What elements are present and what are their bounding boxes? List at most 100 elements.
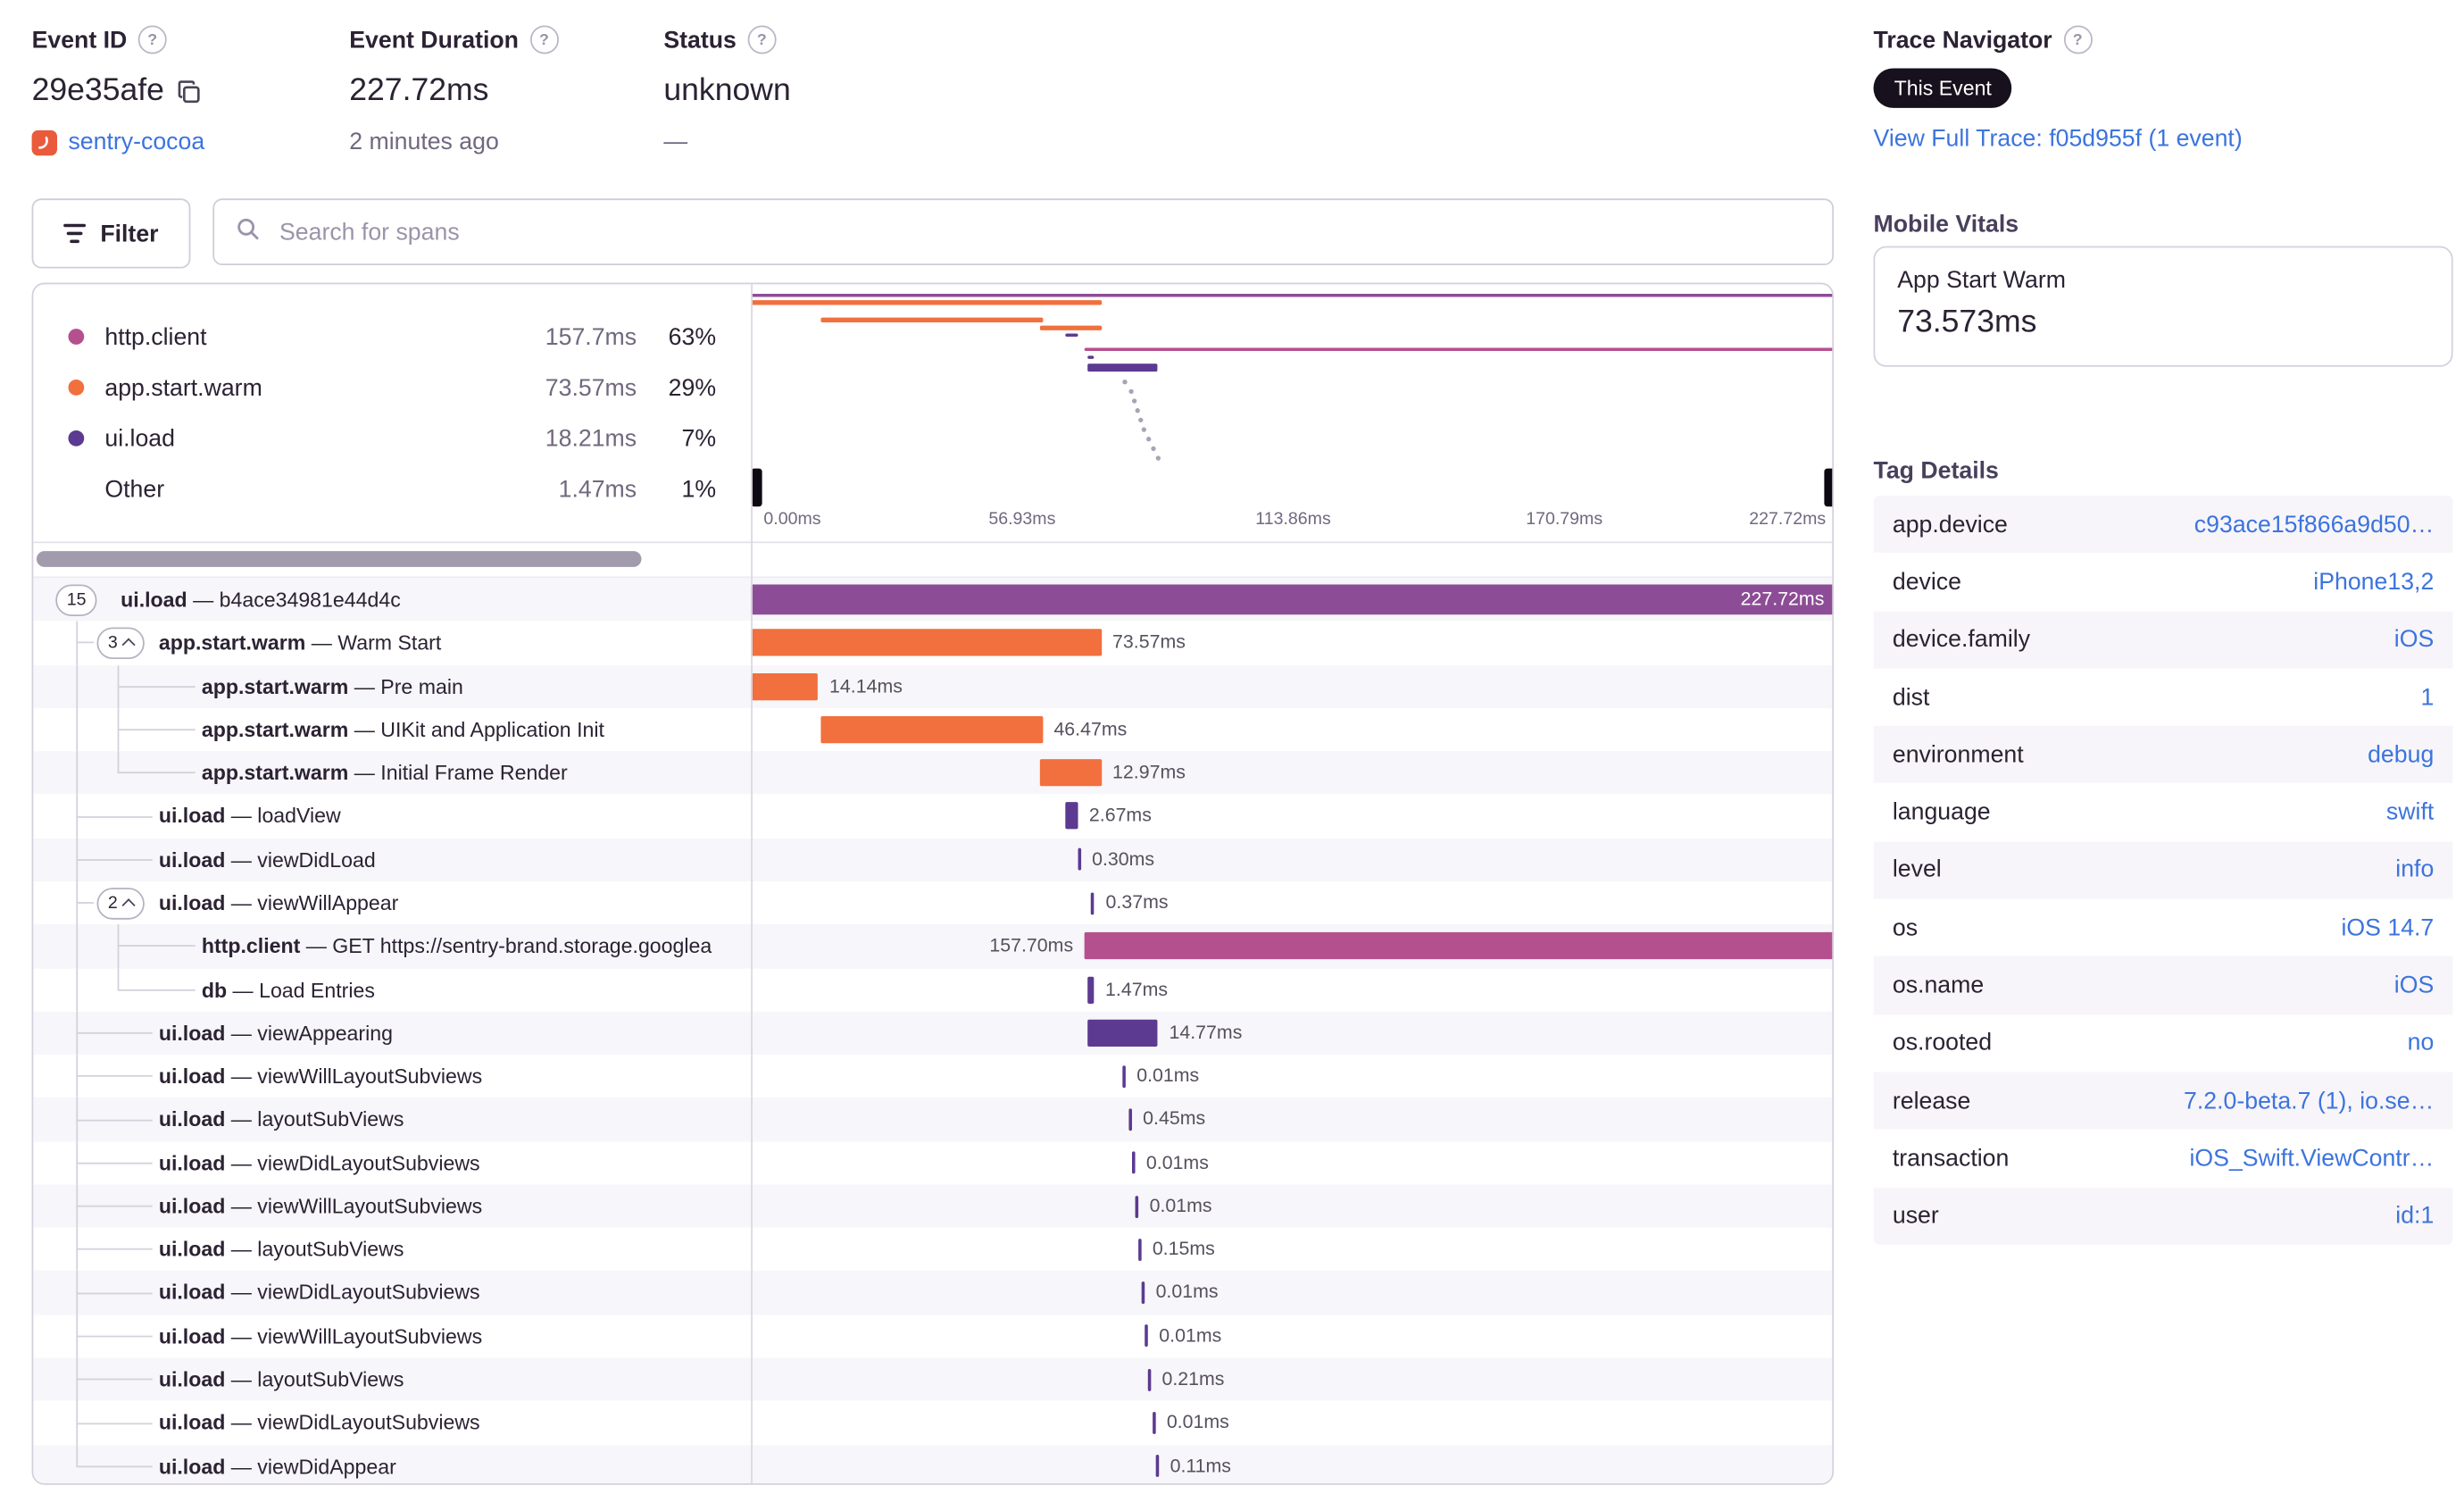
span-row[interactable]: http.client — GET https://sentry-brand.s… [33,924,1833,968]
span-row[interactable]: ui.load — loadView 2.67ms [33,794,1832,839]
tag-value-link[interactable]: 1 [2420,683,2435,711]
span-bar-cell: 0.15ms [751,1228,1832,1271]
legend-pct: 1% [681,475,717,503]
tag-value-link[interactable]: debug [2368,741,2435,769]
span-row[interactable]: db — Load Entries 1.47ms [33,967,1832,1012]
tree-guide [76,707,79,752]
span-bar[interactable] [1137,1238,1142,1261]
tag-value-link[interactable]: no [2407,1029,2435,1057]
legend-pct: 63% [668,322,717,351]
span-row[interactable]: app.start.warm — UIKit and Application I… [33,707,1832,752]
span-row[interactable]: 2 ui.load — viewWillAppear 0.37ms [33,881,1832,925]
span-label: ui.load — viewDidLoad [158,847,376,872]
span-bar[interactable] [1145,1324,1148,1348]
span-row[interactable]: ui.load — viewDidLoad 0.30ms [33,838,1833,881]
legend-dot [68,380,85,396]
help-icon[interactable]: ? [747,25,777,54]
span-row[interactable]: ui.load — layoutSubViews 0.21ms [33,1357,1833,1402]
span-name-cell: db — Load Entries [33,967,751,1012]
span-label: db — Load Entries [201,977,375,1002]
minimap-dot [1151,446,1156,452]
span-count-badge[interactable]: 15 [55,584,97,617]
span-row[interactable]: ui.load — viewWillLayoutSubviews 0.01ms [33,1054,1832,1098]
tag-value-link[interactable]: iOS_Swift.ViewContr… [2189,1145,2435,1173]
span-row[interactable]: ui.load — layoutSubViews 0.15ms [33,1228,1832,1272]
span-bar[interactable] [1135,1195,1139,1218]
project-link[interactable]: sentry-cocoa [68,129,205,156]
span-row[interactable]: 15 ui.load — b4ace34981e44d4c 227.72ms [33,578,1833,622]
event-id-block: Event ID ? 29e35afe sentry-cocoa [31,25,205,156]
help-icon[interactable]: ? [137,25,167,54]
filter-button[interactable]: Filter [31,198,191,269]
axis-label: 56.93ms [988,509,1056,530]
span-row[interactable]: ui.load — viewDidAppear 0.11ms [33,1444,1833,1484]
span-bar[interactable] [1086,975,1095,1004]
help-icon[interactable]: ? [2063,25,2093,54]
legend-duration: 1.47ms [558,475,637,503]
span-name-cell: 3 app.start.warm — Warm Start [33,621,751,665]
span-bar-cell: 0.30ms [751,838,1832,881]
tag-value-link[interactable]: iOS 14.7 [2341,914,2435,942]
scrollbar-thumb[interactable] [36,551,642,567]
span-duration-label: 46.47ms [1053,717,1128,740]
span-label: app.start.warm — Initial Frame Render [201,761,568,785]
tag-value-link[interactable]: iOS [2393,626,2435,654]
tag-value-link[interactable]: iPhone13,2 [2313,568,2435,596]
legend-op: ui.load [104,424,175,452]
span-bar[interactable] [821,715,1043,743]
span-row[interactable]: ui.load — viewWillLayoutSubviews 0.01ms [33,1315,1832,1358]
minimap-canvas[interactable]: 0.00ms 56.93ms 113.86ms 170.79ms 227.72ms [751,284,1833,541]
span-bar[interactable] [1152,1411,1156,1434]
span-row[interactable]: ui.load — viewWillLayoutSubviews 0.01ms [33,1184,1833,1229]
minimap-axis: 0.00ms 56.93ms 113.86ms 170.79ms 227.72ms [751,506,1832,535]
help-icon[interactable]: ? [529,25,559,54]
span-row[interactable]: 3 app.start.warm — Warm Start 73.57ms [33,621,1832,665]
horizontal-scrollbar[interactable] [33,541,1833,579]
span-row[interactable]: app.start.warm — Pre main 14.14ms [33,664,1833,708]
tag-value-link[interactable]: 7.2.0-beta.7 (1), io.se… [2184,1087,2435,1114]
span-bar[interactable] [751,584,1833,615]
span-bar[interactable] [1141,1281,1145,1305]
span-bar[interactable] [1131,1151,1136,1174]
span-row[interactable]: ui.load — viewDidLayoutSubviews 0.01ms [33,1271,1833,1315]
span-row[interactable]: ui.load — viewDidLayoutSubviews 0.01ms [33,1141,1832,1185]
span-row[interactable]: ui.load — viewAppearing 14.77ms [33,1011,1833,1055]
column-divider[interactable] [751,284,753,1484]
span-row[interactable]: ui.load — layoutSubViews 0.45ms [33,1098,1833,1142]
span-count-badge[interactable]: 3 [96,627,146,660]
span-name-cell: ui.load — viewWillLayoutSubviews [33,1184,751,1229]
tag-value-link[interactable]: c93ace15f866a9d50… [2193,511,2435,538]
this-event-pill[interactable]: This Event [1873,68,2012,108]
span-bar[interactable] [1065,802,1078,830]
tag-value-link[interactable]: iOS [2393,972,2435,999]
tree-connector [117,945,196,947]
span-count-badge[interactable]: 2 [96,888,146,920]
tag-value-link[interactable]: id:1 [2395,1202,2435,1230]
tag-key: transaction [1892,1145,2010,1173]
span-bar[interactable] [751,672,819,700]
legend-pct: 29% [668,373,717,402]
span-bar[interactable] [1039,759,1102,787]
span-bar[interactable] [1078,848,1081,872]
span-bar[interactable] [751,629,1102,656]
span-bar[interactable] [1122,1064,1126,1088]
span-bar[interactable] [1128,1108,1132,1131]
span-bar[interactable] [1155,1455,1160,1478]
span-row[interactable]: ui.load — viewDidLayoutSubviews 0.01ms [33,1401,1832,1445]
span-bar[interactable] [1091,891,1095,914]
tag-value-link[interactable]: swift [2385,798,2435,826]
span-bar[interactable] [1147,1368,1152,1391]
tag-value-link[interactable]: info [2395,856,2435,884]
span-row[interactable]: app.start.warm — Initial Frame Render 12.… [33,751,1833,795]
span-name-cell: ui.load — viewDidLayoutSubviews [33,1141,751,1185]
span-bar[interactable] [1087,1019,1159,1047]
copy-icon[interactable] [177,79,202,104]
span-bar-cell: 46.47ms [751,708,1832,751]
legend-duration: 157.7ms [545,322,637,351]
search-input[interactable] [276,216,1812,247]
span-bar[interactable] [1084,932,1833,960]
minimap-left-handle[interactable] [751,468,762,507]
minimap-right-handle[interactable] [1824,468,1833,507]
minimap-dot [1122,380,1128,385]
view-full-trace-link[interactable]: View Full Trace: f05d955f (1 event) [1873,125,2243,153]
